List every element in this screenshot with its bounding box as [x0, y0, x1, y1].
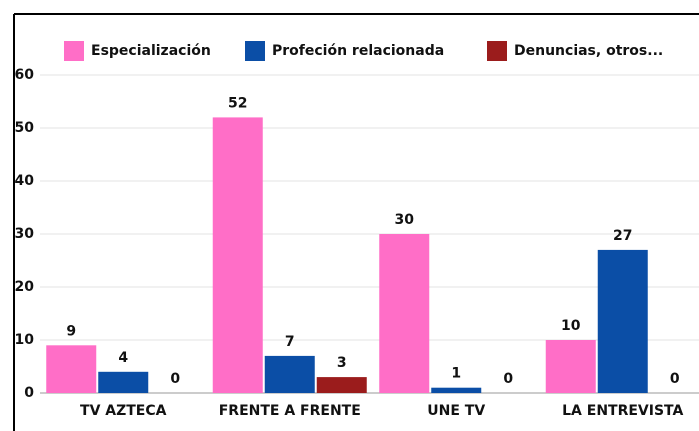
data-label: 27 — [613, 228, 632, 244]
bar — [431, 387, 482, 393]
y-tick-label: 20 — [15, 279, 35, 295]
data-label: 10 — [561, 318, 581, 334]
data-label: 3 — [337, 355, 347, 371]
bar — [316, 377, 367, 393]
legend-swatch — [487, 41, 507, 61]
bar — [98, 371, 149, 393]
data-label: 0 — [670, 371, 680, 387]
y-tick-label: 0 — [24, 385, 34, 401]
data-label: 30 — [395, 212, 415, 228]
bar — [46, 345, 97, 393]
data-label: 0 — [170, 371, 180, 387]
legend-label: Profeción relacionada — [272, 43, 444, 59]
bar — [212, 117, 263, 394]
x-tick-label: UNE TV — [427, 403, 485, 419]
data-label: 1 — [451, 366, 461, 382]
data-label: 9 — [66, 323, 76, 339]
data-label: 52 — [228, 95, 247, 111]
bar — [264, 355, 315, 393]
bar — [597, 249, 648, 393]
y-tick-label: 10 — [15, 332, 35, 348]
data-label: 0 — [503, 371, 513, 387]
legend-swatch — [64, 41, 84, 61]
y-tick-label: 30 — [15, 226, 35, 242]
x-tick-label: FRENTE A FRENTE — [219, 403, 361, 419]
data-label: 7 — [285, 334, 295, 350]
bar — [545, 340, 596, 393]
legend-label: Denuncias, otros... — [514, 43, 663, 59]
legend-swatch — [245, 41, 265, 61]
x-tick-label: TV AZTECA — [80, 403, 167, 419]
data-label: 4 — [118, 350, 128, 366]
y-tick-label: 60 — [15, 67, 35, 83]
legend-label: Especialización — [91, 43, 211, 59]
bar — [379, 234, 430, 393]
y-tick-label: 50 — [15, 120, 35, 136]
x-tick-label: LA ENTREVISTA — [562, 403, 683, 419]
y-tick-label: 40 — [15, 173, 35, 189]
